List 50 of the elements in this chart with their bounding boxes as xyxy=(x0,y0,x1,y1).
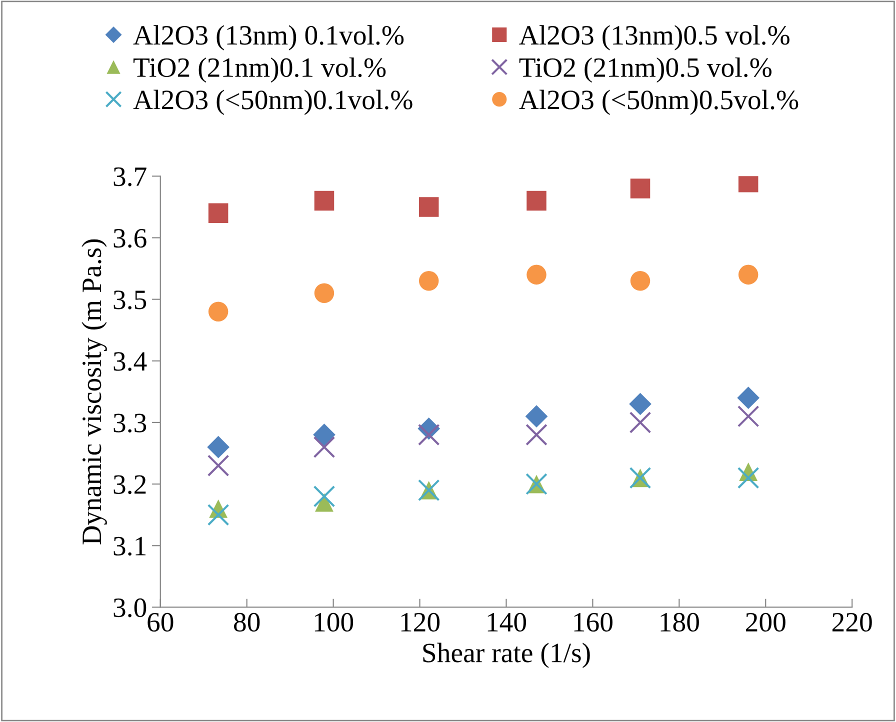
point xyxy=(418,197,439,217)
point xyxy=(630,270,650,291)
point xyxy=(313,424,336,446)
point xyxy=(737,466,760,489)
x-axis-title: Shear rate (1/s) xyxy=(423,642,590,668)
x-tick-label: 200 xyxy=(746,612,786,632)
x-tick-label: 220 xyxy=(832,612,872,632)
point xyxy=(737,386,760,410)
y-tick-label: 3.6 xyxy=(114,228,146,248)
x-tick-label: 180 xyxy=(660,612,699,632)
legend-label: Al2O3 (<50nm)0.1vol.% xyxy=(133,90,412,115)
point xyxy=(207,436,230,458)
point xyxy=(314,283,334,304)
y-axis-title: Dynamic viscosity (m Pa.s) xyxy=(82,239,107,544)
point xyxy=(313,436,336,458)
x-tick-label: 120 xyxy=(401,612,440,632)
point xyxy=(313,485,336,508)
point xyxy=(418,270,439,291)
point xyxy=(629,412,652,434)
y-tick-label: 3.0 xyxy=(114,598,146,618)
point xyxy=(207,454,230,477)
point xyxy=(208,302,228,322)
point xyxy=(314,190,334,211)
point xyxy=(526,264,546,285)
y-tick-label: 3.2 xyxy=(114,475,146,494)
point xyxy=(525,405,548,428)
legend-label: TiO2 (21nm)0.1 vol.% xyxy=(133,57,386,83)
point xyxy=(418,424,440,446)
x-tick-label: 140 xyxy=(488,612,526,632)
y-tick-label: 3.4 xyxy=(114,352,147,371)
x-tick-label: 80 xyxy=(234,612,260,632)
y-tick-label: 3.3 xyxy=(114,414,146,433)
y-tick-label: 3.7 xyxy=(114,167,146,186)
point xyxy=(208,203,228,223)
x-tick-label: 100 xyxy=(314,612,354,632)
point xyxy=(526,424,548,446)
point xyxy=(207,504,230,526)
point xyxy=(630,178,650,198)
y-tick-label: 3.1 xyxy=(114,536,146,556)
legend-label: Al2O3 (<50nm)0.5vol.% xyxy=(519,90,798,115)
point xyxy=(738,264,758,285)
legend-label: Al2O3 (13nm) 0.1vol.% xyxy=(133,25,404,50)
y-tick-label: 3.5 xyxy=(114,290,146,310)
point xyxy=(526,190,546,211)
point xyxy=(737,405,760,428)
point xyxy=(629,392,652,416)
x-tick-label: 60 xyxy=(148,612,174,632)
legend-label: TiO2 (21nm)0.5 vol.% xyxy=(519,57,772,83)
legend-label: Al2O3 (13nm)0.5 vol.% xyxy=(519,25,790,50)
x-tick-label: 160 xyxy=(574,612,612,632)
